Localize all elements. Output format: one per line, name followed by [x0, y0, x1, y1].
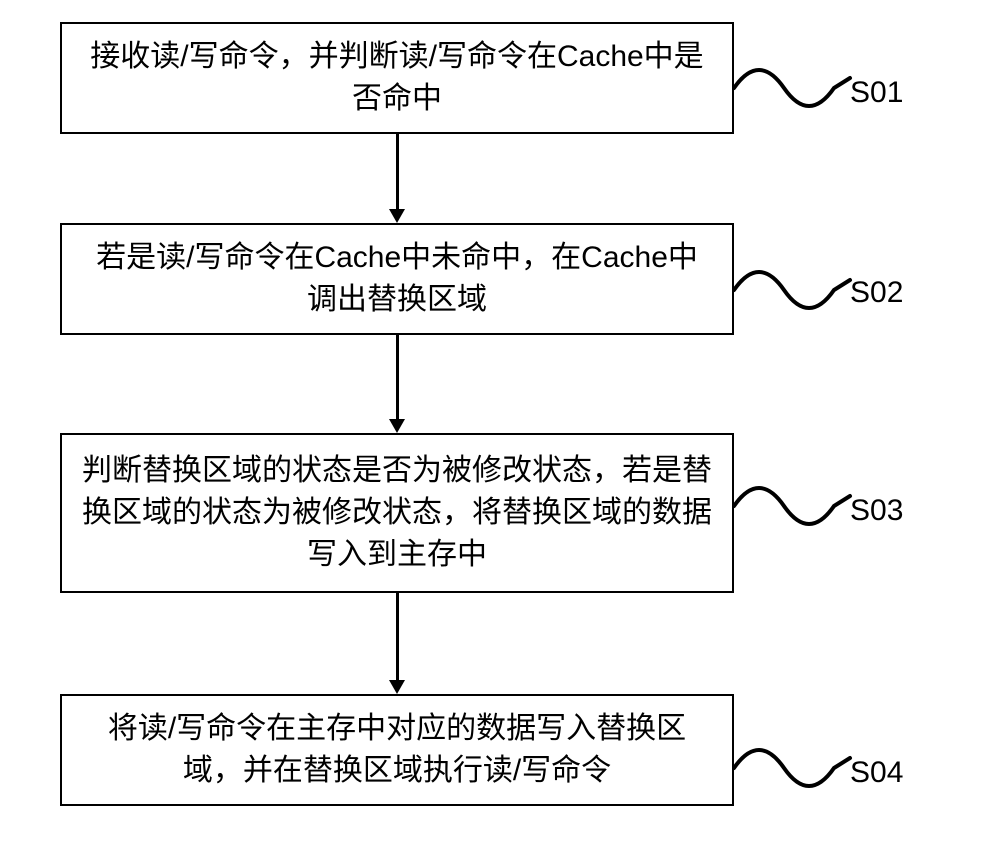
step-label-s03: S03 — [850, 494, 903, 528]
step-text-s01: 接收读/写命令，并判断读/写命令在Cache中是否命中 — [82, 36, 712, 120]
arrow-line-2 — [396, 335, 399, 421]
step-box-s03: 判断替换区域的状态是否为被修改状态，若是替换区域的状态为被修改状态，将替换区域的… — [60, 433, 734, 593]
connector-wiggle-s01 — [734, 60, 854, 116]
step-text-s04: 将读/写命令在主存中对应的数据写入替换区域，并在替换区域执行读/写命令 — [82, 708, 712, 792]
step-box-s04: 将读/写命令在主存中对应的数据写入替换区域，并在替换区域执行读/写命令 — [60, 694, 734, 806]
step-box-s02: 若是读/写命令在Cache中未命中，在Cache中调出替换区域 — [60, 223, 734, 335]
step-box-s01: 接收读/写命令，并判断读/写命令在Cache中是否命中 — [60, 22, 734, 134]
connector-wiggle-s02 — [734, 262, 854, 318]
arrow-head-1 — [389, 209, 405, 223]
step-text-s02: 若是读/写命令在Cache中未命中，在Cache中调出替换区域 — [82, 237, 712, 321]
connector-wiggle-s04 — [734, 740, 854, 796]
step-label-s04: S04 — [850, 756, 903, 790]
step-label-s02: S02 — [850, 276, 903, 310]
arrow-line-3 — [396, 593, 399, 682]
step-label-s01: S01 — [850, 76, 903, 110]
flowchart-canvas: 接收读/写命令，并判断读/写命令在Cache中是否命中 S01 若是读/写命令在… — [0, 0, 1000, 844]
arrow-head-2 — [389, 419, 405, 433]
arrow-line-1 — [396, 134, 399, 211]
connector-wiggle-s03 — [734, 478, 854, 534]
step-text-s03: 判断替换区域的状态是否为被修改状态，若是替换区域的状态为被修改状态，将替换区域的… — [82, 450, 712, 576]
arrow-head-3 — [389, 680, 405, 694]
